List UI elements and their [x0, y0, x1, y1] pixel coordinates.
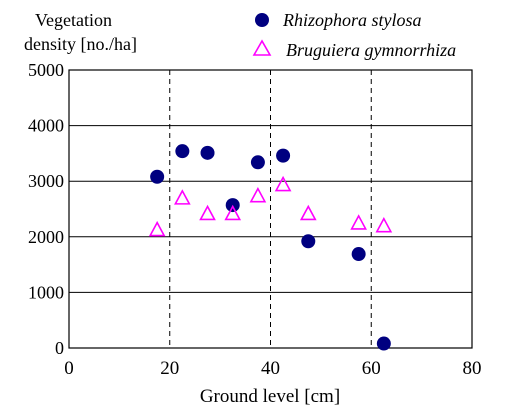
point-series1-5 [274, 175, 292, 192]
x-axis-label: Ground level [cm] [200, 386, 340, 407]
point-series1-3 [224, 204, 242, 221]
x-tick-label-4: 80 [463, 358, 482, 379]
point-series0-5 [276, 148, 291, 163]
legend-marker-rhizophora [255, 13, 269, 27]
point-series1-2 [199, 204, 216, 221]
x-tick-label-1: 20 [160, 358, 179, 379]
x-tick-label-3: 60 [362, 358, 381, 379]
legend-marker-bruguiera [252, 39, 272, 56]
y-tick-label-2: 2000 [28, 227, 64, 247]
y-tick-label-1: 1000 [28, 282, 64, 302]
point-series1-0 [148, 220, 166, 237]
point-series1-8 [375, 216, 393, 233]
y-tick-label-4: 4000 [28, 116, 64, 136]
point-series1-1 [174, 189, 191, 205]
y-axis-label-line1: Vegetation [35, 10, 112, 30]
y-tick-label-3: 3000 [28, 171, 64, 191]
point-series0-2 [200, 145, 215, 160]
data-points [148, 144, 393, 351]
grid-lines [69, 70, 472, 348]
point-series0-6 [301, 234, 316, 249]
point-series0-7 [351, 247, 366, 262]
point-series1-6 [299, 204, 317, 221]
legend-label-bruguiera: Bruguiera gymnorrhiza [286, 40, 456, 60]
legend: Rhizophora stylosa Bruguiera gymnorrhiza [252, 10, 456, 60]
tick-labels: 0 1000 2000 3000 4000 5000 0 20 40 60 80 [28, 60, 482, 379]
y-axis-label-line2: density [no./ha] [24, 34, 137, 54]
y-tick-label-5: 5000 [28, 60, 64, 80]
point-series0-1 [175, 144, 190, 159]
x-tick-label-0: 0 [64, 358, 74, 379]
point-series1-4 [249, 186, 267, 203]
point-series0-4 [250, 155, 265, 170]
point-series0-0 [150, 169, 165, 184]
point-series0-8 [376, 336, 391, 351]
x-tick-label-2: 40 [261, 358, 280, 379]
point-series1-7 [350, 214, 367, 230]
plot-frame [68, 69, 473, 349]
legend-label-rhizophora: Rhizophora stylosa [282, 10, 422, 30]
y-tick-label-0: 0 [55, 338, 64, 358]
